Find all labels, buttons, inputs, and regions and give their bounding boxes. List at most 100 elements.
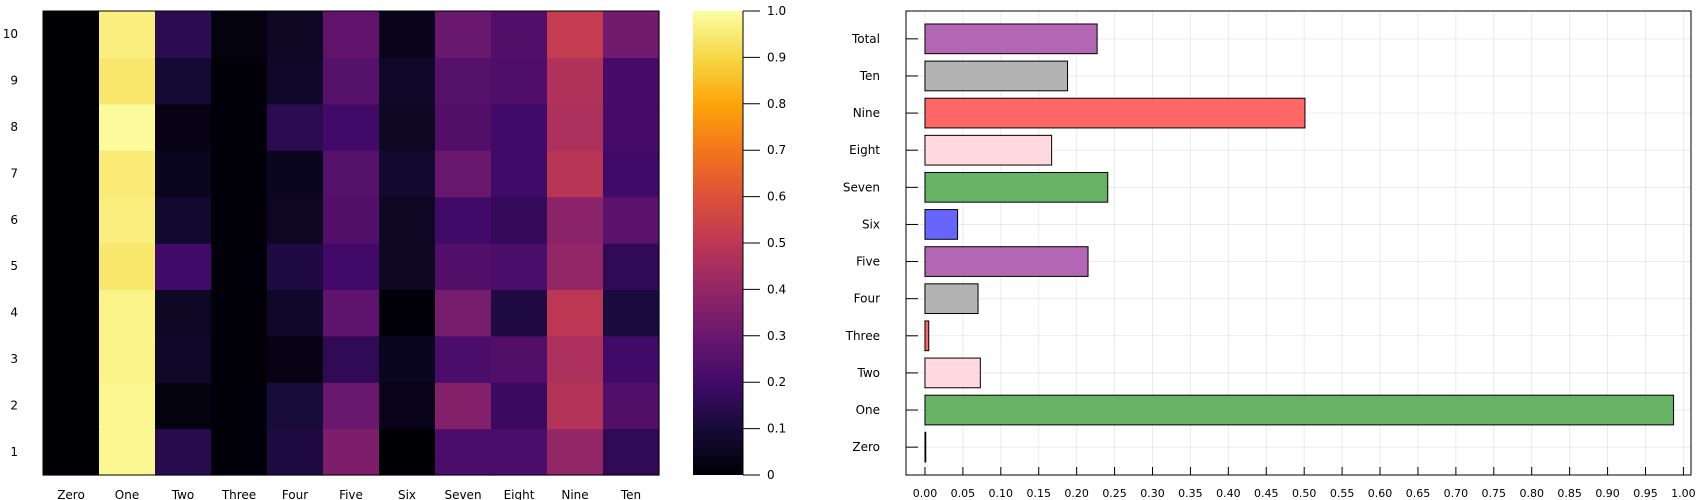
bar [924,97,1306,129]
heatmap-y-tick-label: 3 [10,352,18,366]
heatmap-cell [491,428,548,476]
bar-y-tick-label: Seven [843,180,880,194]
heatmap-cell [603,57,660,105]
heatmap-cell [323,196,380,244]
bar [924,171,1109,203]
bar-x-tick-label: 0.20 [1064,487,1089,500]
heatmap-cell [155,150,212,198]
heatmap-cell [323,150,380,198]
colorbar-tick-label: 0.8 [767,97,786,111]
heatmap-cell [547,289,604,337]
bar-x-tick-label: 0.75 [1482,487,1507,500]
heatmap-y-tick-label: 1 [10,445,18,459]
colorbar-tick-label: 0 [767,468,775,482]
heatmap-cell [491,103,548,151]
heatmap-cell [491,57,548,105]
heatmap-cell [43,428,100,476]
heatmap-cell [43,103,100,151]
heatmap-cell [435,103,492,151]
heatmap-y-tick-label: 5 [10,259,18,273]
heatmap-cell [267,11,324,58]
bar-x-tick-label: 0.60 [1368,487,1393,500]
heatmap-x-tick-label: Two [171,488,195,500]
heatmap-cell [43,57,100,105]
heatmap-cell [211,382,268,430]
bar-x-tick-label: 0.50 [1292,487,1317,500]
bar [924,134,1053,166]
heatmap-cell [323,103,380,151]
heatmap-cell [379,150,436,198]
heatmap-cell [99,11,156,58]
heatmap-x-tick-label: Seven [444,488,481,500]
colorbar: 0 0.1 0.2 0.3 0.4 0.5 0.6 0.7 0.8 0.9 1.0 [693,4,786,482]
bar [924,209,959,240]
heatmap-cell [99,57,156,105]
heatmap-cell [323,11,380,58]
bar-x-tick-label: 0.65 [1406,487,1431,500]
heatmap-cell [323,428,380,476]
heatmap-y-tick-label: 6 [10,213,18,227]
heatmap-cell [43,196,100,244]
heatmap-cell [491,289,548,337]
bar-x-tick-label: 0.40 [1216,487,1241,500]
heatmap-cell [435,289,492,337]
heatmap-x-tick-label: Four [282,488,308,500]
bar-x-tick-label: 1.00 [1671,487,1696,500]
heatmap-frame [42,10,660,476]
heatmap-cell [43,11,100,58]
heatmap-cell [603,335,660,383]
heatmap-cell [267,150,324,198]
bar-y-tick-label: Three [845,329,880,343]
heatmap-cell [211,335,268,383]
heatmap-cell [155,11,212,58]
heatmap-cell [379,428,436,476]
bar-x-tick-label: 0.80 [1519,487,1544,500]
heatmap-cell [211,150,268,198]
heatmap-cell [211,289,268,337]
colorbar-tick-label: 0.4 [767,282,786,296]
bar-x-tick-label: 0.90 [1595,487,1620,500]
heatmap-cell [435,11,492,58]
heatmap-cell [99,103,156,151]
bar-y-tick-label: Eight [849,143,880,157]
bar [924,23,1098,55]
heatmap-y-tick-label: 8 [10,120,18,134]
heatmap-cell [267,103,324,151]
heatmap-cell [155,243,212,290]
heatmap-cell [435,57,492,105]
heatmap-cell [155,428,212,476]
bar-y-tick-label: Six [862,217,880,231]
heatmap-cell [379,243,436,290]
bar [924,60,1069,92]
heatmap-cell [155,57,212,105]
heatmap-cell [323,335,380,383]
heatmap-cell [491,335,548,383]
heatmap-cell [99,289,156,337]
bar [924,431,927,463]
heatmap-cell [43,243,100,290]
colorbar-tick-label: 0.9 [767,50,786,64]
heatmap-x-tick-label: Nine [561,488,588,500]
heatmap-cell [603,428,660,476]
heatmap-x-tick-label: Three [221,488,256,500]
bar [924,246,1089,277]
bar-x-tick-label: 0.10 [989,487,1014,500]
bar-plot-frame [905,10,1692,476]
bar-x-tick-label: 0.30 [1140,487,1165,500]
bar-y-tick-label: Total [851,32,880,46]
bar [924,357,981,389]
heatmap-x-tick-label: Zero [57,488,85,500]
heatmap-cell [323,57,380,105]
heatmap-y-tick-label: 10 [3,27,18,41]
heatmap-cell [211,103,268,151]
bar [924,394,1675,426]
heatmap-cell [603,382,660,430]
bar-y-tick-label: Nine [853,106,880,120]
heatmap-cell [43,382,100,430]
heatmap-cell [99,428,156,476]
heatmap-cell [379,11,436,58]
heatmap-cell [99,243,156,290]
heatmap-cell [435,382,492,430]
bar [924,283,979,315]
heatmap-cell [603,243,660,290]
